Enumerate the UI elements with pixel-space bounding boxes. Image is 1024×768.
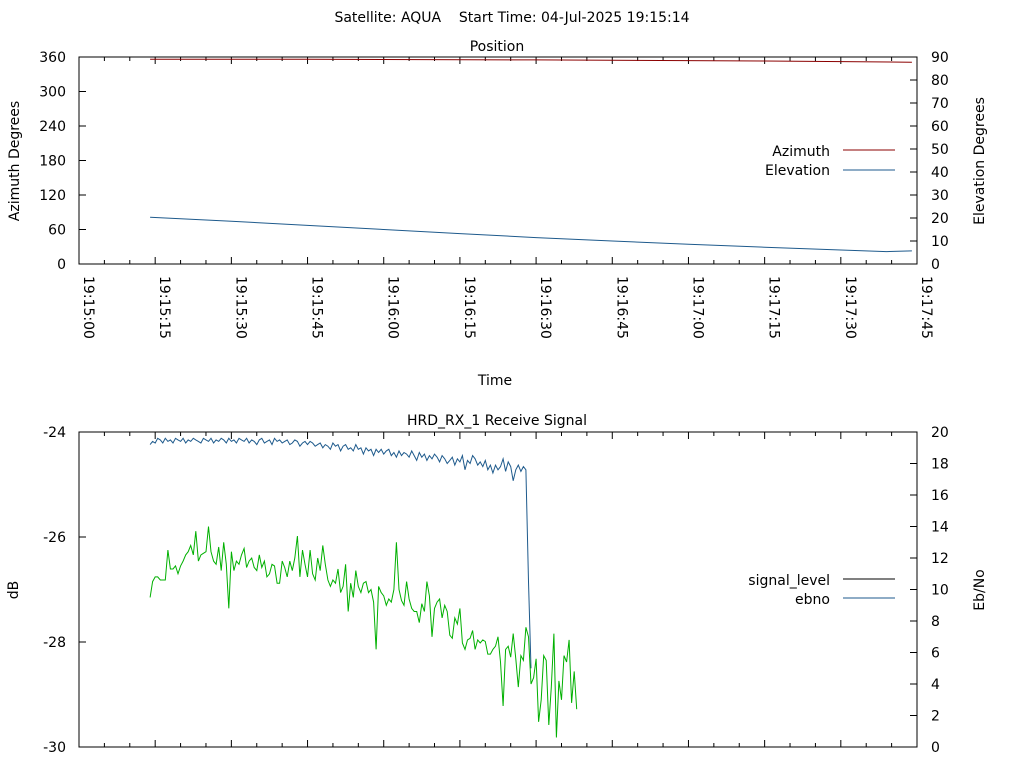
legend-label-ebno: ebno <box>795 592 830 608</box>
position-y2-ticks: 0 10 20 30 40 50 60 70 80 90 <box>910 50 949 273</box>
signal-y2-axis-label: Eb/No <box>972 569 988 611</box>
x-tick-label: 19:15:45 <box>309 276 325 339</box>
signal-y2-ticks: 0 2 4 6 8 10 12 14 16 18 20 <box>910 425 949 756</box>
y2-tick-label: 30 <box>931 188 949 204</box>
x-tick-label: 19:16:45 <box>613 276 629 339</box>
y2-tick-label: 18 <box>931 457 949 473</box>
x-tick-label: 19:17:30 <box>842 276 858 339</box>
y2-tick-label: 8 <box>931 614 940 630</box>
y2-tick-label: 70 <box>931 96 949 112</box>
y2-tick-label: 16 <box>931 488 949 504</box>
x-tick-label: 19:15:30 <box>232 276 248 339</box>
y2-tick-label: 20 <box>931 211 949 227</box>
x-tick-label: 19:16:00 <box>385 276 401 339</box>
signal-plot-frame <box>78 431 918 748</box>
y-tick-label: -28 <box>43 635 66 651</box>
y-tick-label: 180 <box>39 154 66 170</box>
y2-tick-label: 6 <box>931 646 940 662</box>
y-tick-label: 300 <box>39 85 66 101</box>
position-series <box>150 58 912 253</box>
y2-tick-label: 0 <box>931 257 940 273</box>
y2-tick-label: 40 <box>931 165 949 181</box>
signal-chart-title: HRD_RX_1 Receive Signal <box>407 413 587 429</box>
signal-y-axis-label: dB <box>6 581 22 600</box>
y2-tick-label: 10 <box>931 234 949 250</box>
signal-x-ticks <box>78 432 918 747</box>
x-tick-label: 19:15:15 <box>156 276 172 339</box>
y2-tick-label: 10 <box>931 583 949 599</box>
position-x-ticks: 19:15:00 19:15:15 19:15:30 19:15:45 19:16:00… <box>78 57 934 339</box>
y-tick-label: 120 <box>39 188 66 204</box>
position-legend: Azimuth Elevation <box>765 144 895 179</box>
legend-label-signal-level: signal_level <box>748 573 830 589</box>
legend-label-elevation: Elevation <box>765 163 830 179</box>
y-tick-label: -26 <box>43 530 66 546</box>
y2-tick-label: 60 <box>931 119 949 135</box>
position-x-axis-label: Time <box>477 373 512 389</box>
y2-tick-label: 50 <box>931 142 949 158</box>
x-tick-label: 19:15:00 <box>80 276 96 339</box>
x-tick-label: 19:16:15 <box>461 276 477 339</box>
signal-legend: signal_level ebno <box>748 573 895 608</box>
y-tick-label: -24 <box>43 425 66 441</box>
series-line-azimuth <box>150 58 912 63</box>
signal-series <box>149 437 578 738</box>
y-tick-label: 0 <box>57 257 66 273</box>
y-tick-label: 240 <box>39 119 66 135</box>
position-chart-title: Position <box>470 39 525 55</box>
position-plot-frame <box>78 56 918 265</box>
legend-label-azimuth: Azimuth <box>772 144 830 160</box>
y-tick-label: -30 <box>43 740 66 756</box>
position-y-ticks: 0 60 120 180 240 300 360 <box>39 50 86 273</box>
position-y2-axis-label: Elevation Degrees <box>972 97 988 225</box>
y2-tick-label: 80 <box>931 73 949 89</box>
series-line-unlabeled-2 <box>149 526 578 738</box>
y2-tick-label: 90 <box>931 50 949 66</box>
x-tick-label: 19:16:30 <box>537 276 553 339</box>
y2-tick-label: 4 <box>931 677 940 693</box>
y2-tick-label: 0 <box>931 740 940 756</box>
position-chart: Position 19:15:00 19:15:15 19:15:30 19:15:4… <box>7 39 988 389</box>
receive-signal-chart: HRD_RX_1 Receive Signal -24 -26 -28 -30 0 2 4… <box>6 413 988 756</box>
y-tick-label: 360 <box>39 50 66 66</box>
position-y-axis-label: Azimuth Degrees <box>7 101 23 221</box>
y2-tick-label: 20 <box>931 425 949 441</box>
y2-tick-label: 12 <box>931 551 949 567</box>
x-tick-label: 19:17:15 <box>766 276 782 339</box>
y2-tick-label: 14 <box>931 520 949 536</box>
y-tick-label: 60 <box>48 223 66 239</box>
x-tick-label: 19:17:45 <box>918 276 934 339</box>
series-line-elevation <box>150 216 912 253</box>
series-line-ebno <box>149 437 532 669</box>
signal-y-ticks: -24 -26 -28 -30 <box>43 425 86 756</box>
y2-tick-label: 2 <box>931 709 940 725</box>
x-tick-label: 19:17:00 <box>689 276 705 339</box>
page-title: Satellite: AQUA Start Time: 04-Jul-2025 … <box>334 10 689 26</box>
